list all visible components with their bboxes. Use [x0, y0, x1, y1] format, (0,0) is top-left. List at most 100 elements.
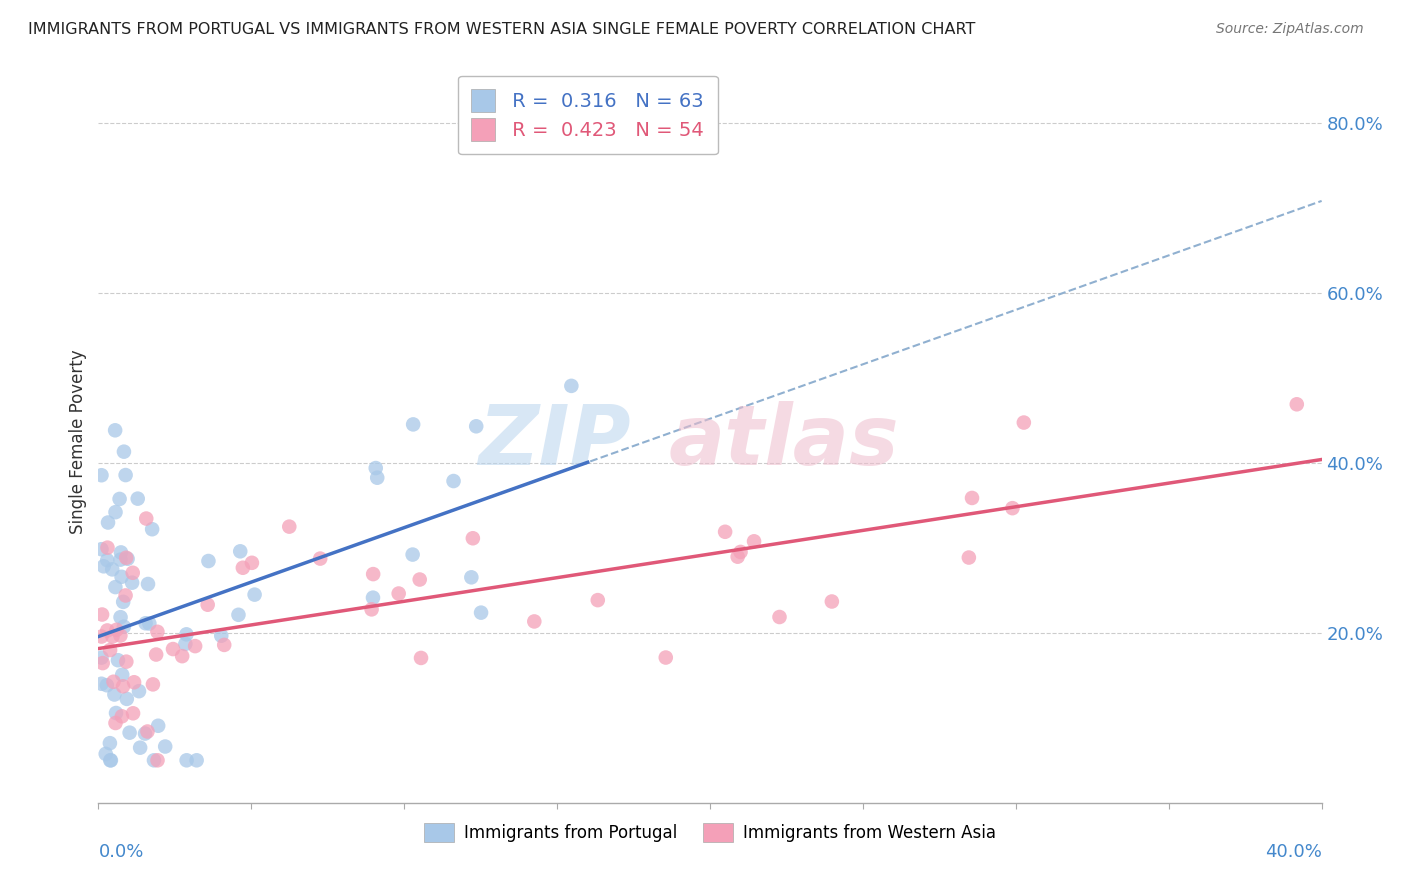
Point [98, 643, 121, 657]
Text: IMMIGRANTS FROM PORTUGAL VS IMMIGRANTS FROM WESTERN ASIA SINGLE FEMALE POVERTY C: IMMIGRANTS FROM PORTUGAL VS IMMIGRANTS F… [28, 22, 976, 37]
Point [107, 653, 129, 667]
Point [110, 628, 132, 642]
Legend: Immigrants from Portugal, Immigrants from Western Asia: Immigrants from Portugal, Immigrants fro… [418, 816, 1002, 848]
Point [114, 468, 136, 483]
Point [94, 747, 117, 761]
Text: atlas: atlas [668, 401, 898, 482]
Text: Source: ZipAtlas.com: Source: ZipAtlas.com [1216, 22, 1364, 37]
Point [409, 651, 432, 665]
Point [366, 471, 388, 485]
Point [91, 607, 114, 622]
Point [401, 548, 423, 562]
Point [104, 716, 127, 731]
Point [104, 505, 127, 519]
Point [91, 656, 114, 670]
Point [176, 627, 198, 641]
Point [146, 719, 169, 733]
Point [655, 650, 678, 665]
Point [409, 573, 432, 587]
Point [110, 545, 132, 559]
Point [115, 550, 138, 565]
Point [115, 655, 138, 669]
Point [98, 753, 121, 767]
Point [309, 551, 332, 566]
Point [1012, 416, 1035, 430]
Point [228, 607, 250, 622]
Point [103, 674, 125, 689]
Point [768, 610, 790, 624]
Point [232, 560, 254, 574]
Point [121, 575, 143, 590]
Point [957, 550, 980, 565]
Point [960, 491, 983, 505]
Point [135, 511, 157, 525]
Point [101, 630, 124, 644]
Point [103, 688, 125, 702]
Point [112, 595, 135, 609]
Y-axis label: Single Female Poverty: Single Female Poverty [69, 350, 87, 533]
Point [360, 602, 382, 616]
Point [141, 522, 163, 536]
Point [111, 709, 134, 723]
Point [96, 624, 118, 638]
Point [714, 524, 737, 539]
Point [136, 577, 159, 591]
Point [96, 541, 118, 555]
Point [821, 594, 844, 608]
Point [127, 491, 149, 506]
Point [96, 678, 118, 692]
Point [138, 616, 160, 631]
Point [465, 419, 488, 434]
Point [742, 534, 765, 549]
Point [90, 650, 112, 665]
Point [212, 638, 235, 652]
Point [100, 753, 122, 767]
Point [112, 444, 135, 458]
Point [136, 724, 159, 739]
Point [93, 559, 115, 574]
Point [460, 570, 482, 584]
Point [104, 423, 127, 437]
Point [110, 570, 132, 584]
Point [142, 677, 165, 691]
Point [361, 591, 384, 605]
Point [96, 553, 118, 567]
Point [117, 551, 139, 566]
Point [110, 610, 132, 624]
Point [110, 552, 132, 566]
Text: 0.0%: 0.0% [98, 843, 143, 861]
Point [111, 667, 134, 681]
Point [129, 740, 152, 755]
Point [145, 648, 167, 662]
Point [730, 545, 752, 559]
Point [1001, 501, 1024, 516]
Point [98, 736, 121, 750]
Point [162, 642, 184, 657]
Point [1285, 397, 1308, 411]
Point [209, 629, 232, 643]
Point [112, 679, 135, 693]
Point [104, 580, 127, 594]
Point [402, 417, 425, 432]
Point [105, 706, 128, 720]
Point [197, 554, 219, 568]
Point [101, 562, 124, 576]
Point [90, 677, 112, 691]
Point [364, 461, 387, 475]
Point [174, 637, 197, 651]
Point [153, 739, 176, 754]
Text: 40.0%: 40.0% [1265, 843, 1322, 861]
Point [114, 589, 136, 603]
Point [118, 725, 141, 739]
Point [727, 549, 749, 564]
Point [146, 753, 169, 767]
Point [90, 468, 112, 483]
Point [172, 649, 194, 664]
Point [197, 598, 219, 612]
Point [128, 684, 150, 698]
Point [470, 606, 492, 620]
Point [135, 616, 157, 631]
Point [443, 474, 465, 488]
Point [97, 516, 120, 530]
Point [115, 691, 138, 706]
